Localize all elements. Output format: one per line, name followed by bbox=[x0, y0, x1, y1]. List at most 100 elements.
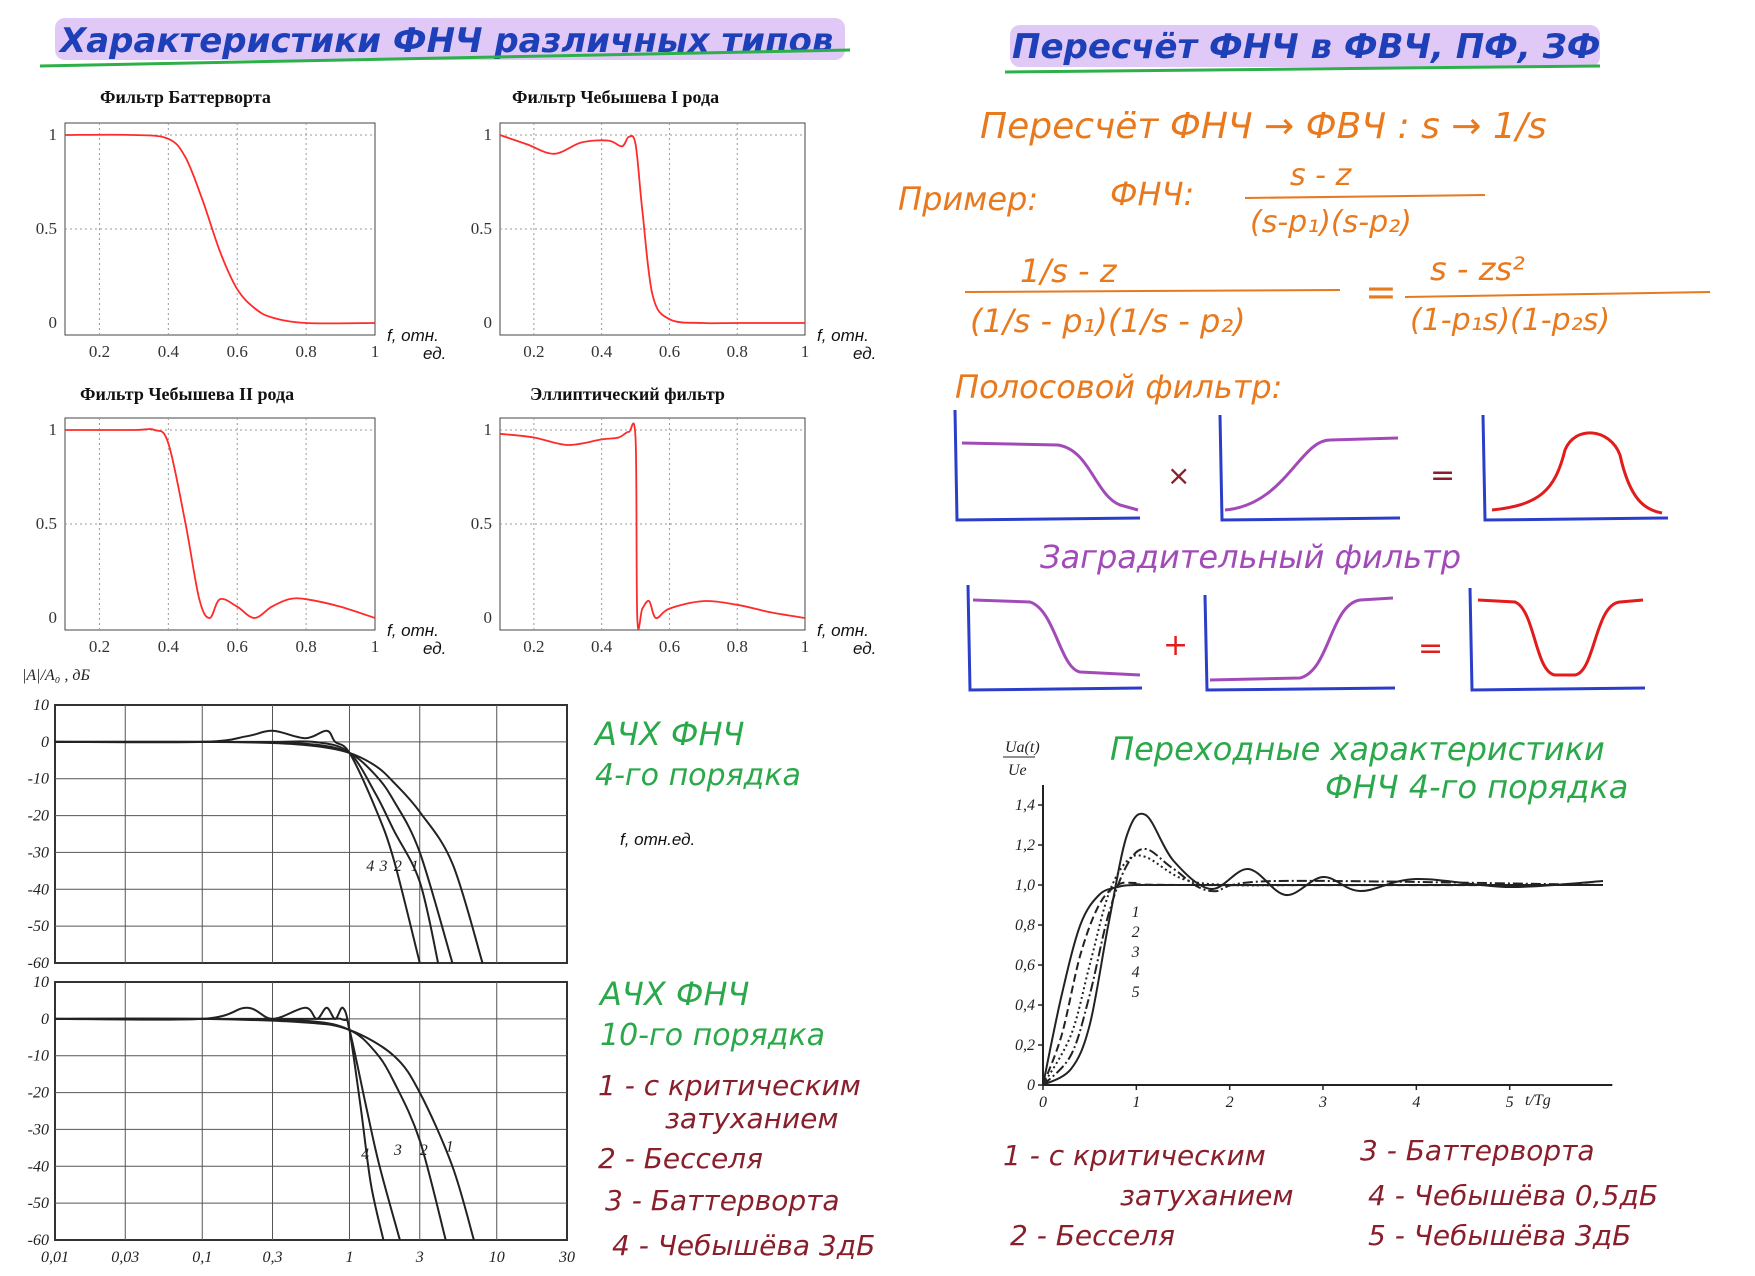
curve-number-label: 3 bbox=[1131, 944, 1140, 961]
sketch-bandstop-curve bbox=[1477, 598, 1644, 677]
sketch-axis bbox=[953, 409, 1141, 522]
x-tick-label: 0 bbox=[1039, 1094, 1047, 1111]
bandpass-sketches: × = bbox=[953, 409, 1669, 522]
legend-right-item: 5 - Чебышёва 3дБ bbox=[1368, 1219, 1631, 1252]
frac3-bar bbox=[1404, 291, 1711, 298]
frac1-numerator: s - z bbox=[1290, 158, 1353, 193]
x-tick-label: 5 bbox=[1506, 1094, 1514, 1111]
x-tick-label: 0.4 bbox=[158, 637, 180, 656]
x-axis-label: ед. bbox=[423, 344, 446, 363]
sketch-highpass-curve bbox=[1209, 596, 1394, 682]
legend-right: 1 - с критическим затуханием 2 - Бесселя… bbox=[1003, 1134, 1658, 1252]
y-tick-label: -60 bbox=[28, 1232, 49, 1249]
legend-left-item: 1 - с критическим bbox=[598, 1069, 861, 1102]
x-axis-label: f, отн. bbox=[817, 326, 869, 345]
legend-left: 1 - с критическим затуханием 2 - Бесселя… bbox=[598, 1069, 875, 1262]
x-tick-label: 0,03 bbox=[111, 1249, 139, 1266]
frac1-bar bbox=[1244, 194, 1486, 199]
y-tick-label: 10 bbox=[33, 697, 49, 714]
legend-left-item: 3 - Баттерворта bbox=[605, 1184, 840, 1217]
frac1-denominator: (s-p₁)(s-p₂) bbox=[1250, 205, 1412, 240]
y-tick-label: 1 bbox=[49, 125, 58, 144]
header-left-text: Характеристики ФНЧ различных типов bbox=[58, 21, 833, 61]
x-tick-label: 1 bbox=[801, 637, 810, 656]
x-tick-label: 1 bbox=[371, 342, 380, 361]
y-tick-label: 0.5 bbox=[36, 219, 57, 238]
bandstop-sketches: + = bbox=[966, 584, 1646, 692]
y-tick-label: 1 bbox=[49, 420, 58, 439]
x-tick-label: 3 bbox=[415, 1249, 424, 1266]
x-tick-label: 3 bbox=[1318, 1094, 1327, 1111]
x-tick-label: 0.4 bbox=[591, 637, 613, 656]
bandstop-label: Заградительный фильтр bbox=[1040, 538, 1461, 576]
y-tick-label: 0 bbox=[49, 313, 58, 332]
legend-right-item: 4 - Чебышёва 0,5дБ bbox=[1368, 1179, 1658, 1212]
curve-number-label: 1 bbox=[411, 858, 419, 875]
y-tick-label: 1 bbox=[484, 420, 493, 439]
step-response-curve bbox=[1042, 847, 1604, 1086]
y-tick-label: -50 bbox=[28, 918, 49, 935]
transient-ylabel-top: Uа(t) bbox=[1005, 739, 1040, 756]
header-right-text: Пересчёт ФНЧ в ФВЧ, ПФ, ЗФ bbox=[1012, 27, 1601, 67]
afc4-caption-line2: 4-го порядка bbox=[595, 758, 801, 793]
header-right-underline bbox=[1004, 64, 1601, 74]
x-tick-label: 1 bbox=[345, 1249, 353, 1266]
y-tick-label: 0 bbox=[41, 734, 49, 751]
legend-left-item: 2 - Бесселя bbox=[598, 1142, 763, 1175]
plus-sign: + bbox=[1163, 628, 1188, 663]
y-tick-label: -30 bbox=[28, 1121, 49, 1138]
x-tick-label: 0.8 bbox=[727, 637, 748, 656]
x-tick-label: 0.8 bbox=[295, 342, 316, 361]
fnch-label: ФНЧ: bbox=[1110, 175, 1194, 213]
afc10-caption-line1: АЧХ ФНЧ bbox=[598, 975, 750, 1013]
step-response-curve bbox=[1042, 883, 1603, 1086]
curve-number-label: 2 bbox=[420, 1142, 428, 1159]
example-label: Пример: bbox=[898, 180, 1038, 218]
sketch-axis bbox=[1203, 594, 1396, 692]
y-tick-label: 0 bbox=[49, 608, 58, 627]
small-plot-panel: Фильтр Чебышева I рода 0.2 0.4 0.6 0.8 1 1 0.5 0… bbox=[471, 87, 877, 363]
x-tick-label: 0,1 bbox=[192, 1249, 212, 1266]
step-response-curve bbox=[1042, 881, 1604, 1086]
x-tick-label: 0.6 bbox=[659, 342, 680, 361]
y-tick-label: 0 bbox=[41, 1011, 49, 1028]
x-axis-label: f, отн. bbox=[817, 621, 869, 640]
legend-right-item: 2 - Бесселя bbox=[1010, 1219, 1175, 1252]
y-tick-label: 1,4 bbox=[1015, 797, 1035, 814]
sketch-lowpass-curve bbox=[961, 441, 1139, 512]
x-tick-label: 0.4 bbox=[591, 342, 613, 361]
small-plot-panel: Фильтр Чебышева II рода 0.2 0.4 0.6 0.8 1 1 0.5… bbox=[36, 384, 447, 658]
afc-curve bbox=[54, 1006, 385, 1241]
filter-response-curve bbox=[499, 134, 805, 325]
curve-number-label: 4 bbox=[1132, 964, 1140, 981]
small-plot-title: Фильтр Баттерворта bbox=[100, 87, 271, 107]
y-tick-label: -60 bbox=[28, 955, 49, 972]
x-axis-label: f, отн. bbox=[387, 326, 439, 345]
x-axis-label: ед. bbox=[423, 639, 446, 658]
x-tick-label: 2 bbox=[1226, 1094, 1234, 1111]
y-tick-label: 0,8 bbox=[1015, 917, 1035, 934]
conversion-section: Пересчёт ФНЧ → ФВЧ : s → 1/s Пример: ФНЧ… bbox=[898, 106, 1711, 692]
filter-response-curve bbox=[65, 428, 376, 619]
afc-xlabel: f, отн.ед. bbox=[620, 830, 695, 849]
header-left: Характеристики ФНЧ различных типов bbox=[39, 18, 851, 68]
header-right: Пересчёт ФНЧ в ФВЧ, ПФ, ЗФ bbox=[1004, 25, 1601, 74]
curve-number-label: 4 bbox=[361, 1146, 369, 1163]
y-tick-label: -10 bbox=[28, 1048, 49, 1065]
step-response-curve bbox=[1042, 812, 1604, 1086]
x-tick-label: 0.2 bbox=[89, 342, 110, 361]
small-plot-title: Эллиптический фильтр bbox=[530, 384, 725, 404]
sketch-highpass-curve bbox=[1224, 436, 1399, 512]
afc-plots: 100-10-20-30-40-50-601234100-10-20-30-40… bbox=[28, 697, 575, 1266]
x-tick-label: 0.8 bbox=[295, 637, 316, 656]
small-plot-title: Фильтр Чебышева I рода bbox=[512, 87, 719, 107]
equals-sign: = bbox=[1365, 270, 1397, 314]
sketch-lowpass-curve bbox=[972, 598, 1141, 677]
header-left-underline bbox=[39, 48, 851, 68]
transient-plot: 1,4 1,2 1,0 0,8 0,6 0,4 0,2 00 1 2 3 4 5 1 2 3 4 5 bbox=[1015, 785, 1613, 1111]
y-tick-label: 0 bbox=[484, 608, 493, 627]
sketch-axis bbox=[966, 584, 1143, 692]
y-tick-label: 0,2 bbox=[1015, 1037, 1035, 1054]
x-tick-label: 10 bbox=[489, 1249, 505, 1266]
afc-plot-panel: 10 0 -10 -20 -30 -40 -50 -600,01 0,03 0,1 0,3 1 3 10 3… bbox=[28, 974, 575, 1266]
